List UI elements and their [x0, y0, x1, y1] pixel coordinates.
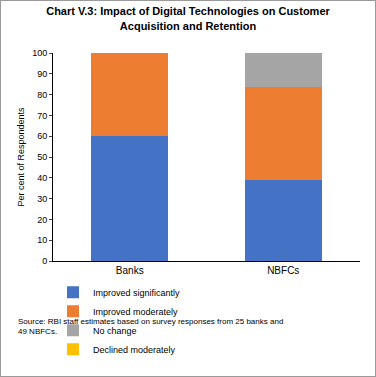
svg-text:Banks: Banks: [116, 265, 144, 276]
svg-text:NBFCs: NBFCs: [267, 265, 299, 276]
svg-text:10: 10: [37, 235, 47, 245]
svg-text:Per cent of Respondents: Per cent of Respondents: [16, 107, 26, 207]
svg-text:20: 20: [37, 215, 47, 225]
svg-text:No change: No change: [93, 326, 137, 336]
svg-text:Improved significantly: Improved significantly: [93, 288, 180, 298]
svg-text:80: 80: [37, 90, 47, 100]
svg-text:100: 100: [32, 48, 47, 58]
svg-text:60: 60: [37, 131, 47, 141]
svg-text:90: 90: [37, 69, 47, 79]
svg-text:40: 40: [37, 173, 47, 183]
svg-text:Declined moderately: Declined moderately: [93, 345, 176, 355]
svg-text:30: 30: [37, 194, 47, 204]
svg-text:50: 50: [37, 152, 47, 162]
svg-text:Improved moderately: Improved moderately: [93, 307, 178, 317]
svg-text:0: 0: [42, 256, 47, 266]
svg-text:70: 70: [37, 111, 47, 121]
svg-text:Chart V.3: Impact of Digital T: Chart V.3: Impact of Digital Technologie…: [46, 5, 330, 31]
svg-text:Source: RBI staff estimates ba: Source: RBI staff estimates based on sur…: [18, 317, 283, 336]
